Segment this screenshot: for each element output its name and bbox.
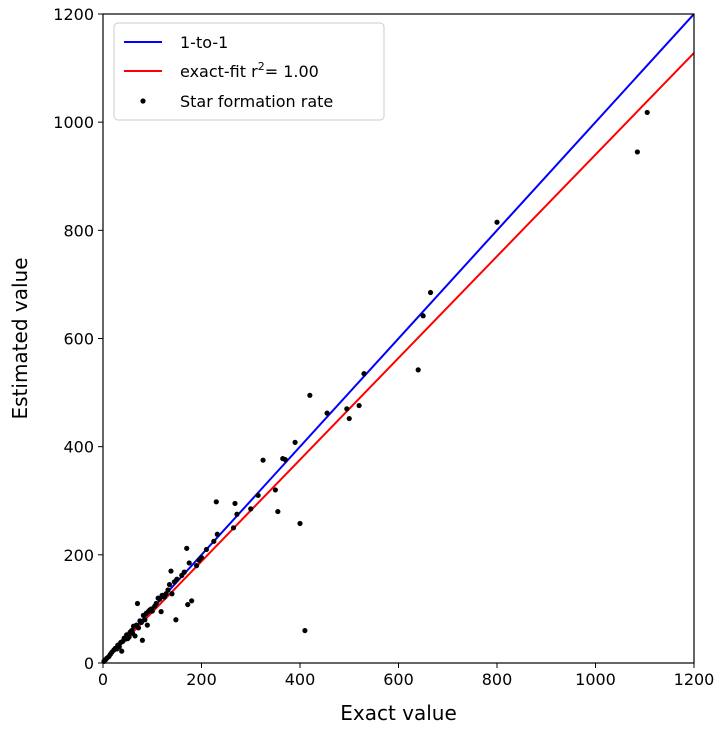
y-tick-label: 800 (63, 221, 94, 240)
data-point (275, 508, 281, 515)
data-point (415, 367, 421, 373)
data-point (142, 617, 148, 623)
data-point (230, 525, 237, 531)
data-point (185, 601, 191, 608)
data-point (302, 627, 308, 634)
x-tick-label: 600 (383, 670, 414, 689)
x-tick-label: 200 (186, 670, 217, 689)
data-point (211, 538, 217, 544)
data-point (361, 371, 367, 377)
data-point (189, 598, 195, 604)
data-point (213, 499, 219, 505)
data-point (260, 457, 266, 463)
legend-fit-label: exact-fit r2= 1.00 (180, 60, 319, 81)
x-tick-label: 800 (482, 670, 513, 689)
data-point (494, 219, 500, 225)
data-point (184, 545, 190, 551)
legend-one-to-one-label: 1-to-1 (180, 33, 228, 52)
data-point (119, 648, 125, 654)
data-point (356, 402, 362, 409)
data-point (232, 500, 238, 507)
legend-points-swatch (140, 98, 146, 104)
data-point (186, 560, 192, 566)
y-tick-label: 1200 (53, 5, 94, 24)
y-tick-label: 600 (63, 330, 94, 349)
data-point (427, 289, 434, 296)
y-tick-label: 400 (63, 438, 94, 457)
data-point (158, 609, 164, 615)
data-point (181, 569, 187, 575)
x-tick-label: 1000 (575, 670, 616, 689)
data-point (248, 506, 254, 512)
data-point (324, 410, 330, 416)
data-point (134, 600, 141, 607)
data-point (344, 406, 350, 412)
data-point (292, 439, 298, 445)
y-tick-label: 200 (63, 546, 94, 565)
data-point (203, 546, 210, 553)
data-point (116, 644, 122, 650)
y-tick-label: 1000 (53, 113, 94, 132)
axis-ticks: 0 200 400 600 800 1000 1200 0 200 400 600 800 1000 12… (53, 5, 714, 689)
data-point (307, 392, 313, 398)
data-point (173, 617, 179, 623)
data-point (166, 581, 173, 588)
data-point (634, 149, 640, 155)
x-tick-label: 0 (98, 670, 108, 689)
data-point (132, 633, 138, 639)
one-to-one-line (103, 14, 694, 663)
data-point (153, 600, 159, 607)
data-point (644, 109, 650, 116)
data-point (282, 457, 288, 463)
fit-lines (103, 14, 694, 663)
data-point (346, 415, 352, 422)
data-point (193, 563, 200, 569)
data-points (101, 109, 650, 664)
data-point (174, 576, 180, 582)
legend-points-label: Star formation rate (180, 92, 333, 111)
data-point (272, 487, 278, 493)
data-point (214, 531, 220, 537)
x-axis-label: Exact value (340, 701, 457, 725)
exact-fit-line (103, 52, 694, 663)
data-point (144, 622, 150, 628)
data-point (169, 591, 175, 597)
data-point (126, 634, 132, 640)
data-point (165, 587, 171, 593)
y-axis-label: Estimated value (8, 257, 32, 419)
x-tick-label: 400 (285, 670, 316, 689)
data-point (135, 625, 142, 631)
data-point (297, 520, 303, 527)
data-point (149, 608, 155, 614)
data-point (255, 492, 261, 498)
data-point (139, 637, 145, 643)
x-tick-label: 1200 (674, 670, 715, 689)
legend: 1-to-1 exact-fit r2= 1.00 Star formation… (113, 22, 385, 121)
y-tick-label: 0 (84, 654, 94, 673)
data-point (420, 313, 426, 319)
data-point (234, 511, 240, 517)
data-point (198, 554, 205, 561)
legend-box (113, 22, 385, 121)
data-point (168, 568, 174, 574)
data-point (157, 596, 163, 602)
